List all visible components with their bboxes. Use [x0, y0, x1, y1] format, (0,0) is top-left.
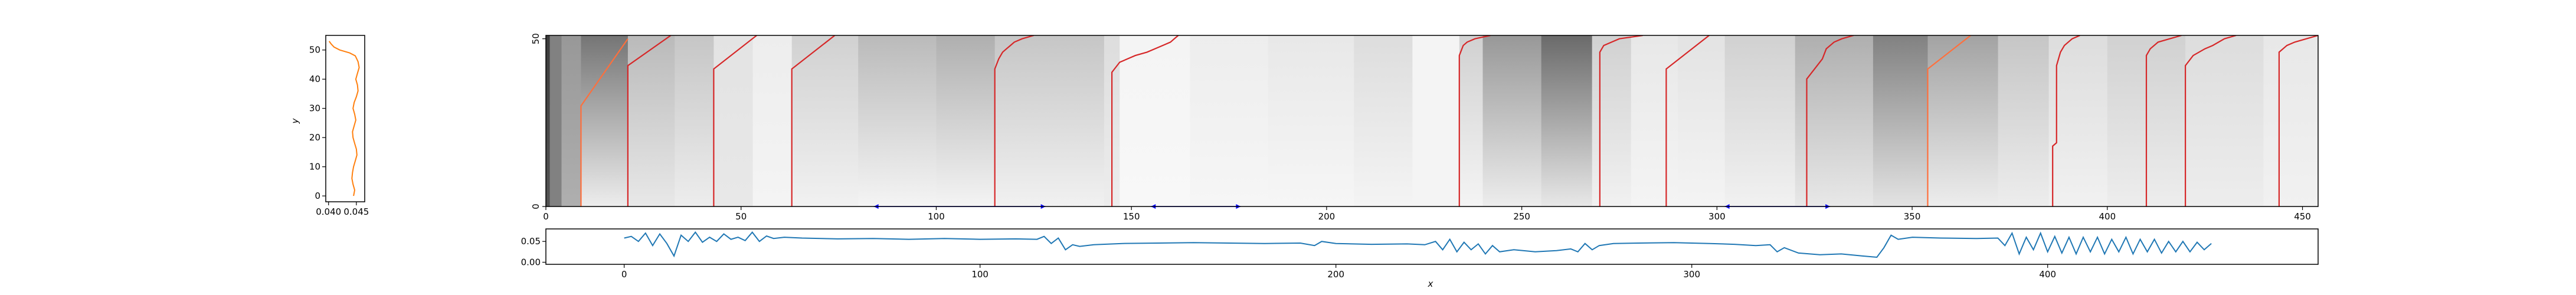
- heatmap-column: [1268, 35, 1354, 206]
- heatmap-y-tick-label: 50: [531, 33, 541, 44]
- heatmap-x-tick-label: 100: [928, 211, 945, 222]
- left-profile-line: [328, 41, 360, 196]
- heatmap-red-line: [2185, 35, 2237, 206]
- heatmap-red-lines: [580, 35, 2318, 206]
- heatmap-red-line: [1599, 35, 1643, 206]
- heatmap-column: [675, 35, 714, 206]
- heatmap-column: [1631, 35, 1678, 206]
- bottom-x-tick-label: 400: [2039, 269, 2056, 280]
- heatmap-red-line: [2278, 35, 2318, 206]
- heatmap-red-line: [791, 35, 836, 206]
- heatmap-column: [858, 35, 937, 206]
- left-x-tick-label: 0.045: [343, 206, 369, 217]
- heatmap-red-line: [1111, 35, 1179, 206]
- heatmap-column: [1541, 35, 1593, 206]
- left-x-ticks: 0.040 0.045: [316, 202, 369, 217]
- bottom-x-tick-label: 200: [1327, 269, 1344, 280]
- heatmap-x-tick-label: 250: [1513, 211, 1530, 222]
- heatmap-x-tick-label: 400: [2099, 211, 2116, 222]
- bottom-series-path: [624, 231, 2212, 258]
- heatmap-column: [1459, 35, 1483, 206]
- heatmap-column: [2185, 35, 2264, 206]
- bottom-frame: [545, 228, 2319, 265]
- left-y-tick-label: 30: [309, 103, 320, 114]
- left-y-tick-label: 50: [309, 45, 320, 55]
- heatmap-x-tick-label: 0: [543, 211, 549, 222]
- heatmap-red-line: [1927, 35, 1971, 206]
- heatmap-column: [2048, 35, 2108, 206]
- heatmap-column: [1190, 35, 1269, 206]
- heatmap-column: [1873, 35, 1928, 206]
- heatmap-column: [1482, 35, 1542, 206]
- left-y-tick-label: 0: [315, 191, 320, 201]
- heatmap-column: [1120, 35, 1190, 206]
- left-x-tick-label: 0.040: [316, 206, 341, 217]
- heatmap-red-line: [2052, 35, 2080, 206]
- heatmap-column: [1795, 35, 1874, 206]
- bottom-y-tick-label: 0.05: [521, 236, 541, 247]
- heatmap-x-tick-label: 150: [1123, 211, 1140, 222]
- left-y-tick-label: 20: [309, 132, 320, 143]
- bottom-x-axis-label: x: [1428, 278, 1433, 289]
- left-profile-frame: [325, 35, 365, 202]
- heatmap-x-tick-label: 450: [2294, 211, 2311, 222]
- heatmap-x-ticks: 0 50 100 150 200 250 300 350 400 450: [543, 206, 2311, 222]
- heatmap-columns: [546, 35, 2318, 206]
- left-profile-chart: 0 10 20 30 40 50 0.040 0.045 y: [290, 35, 369, 217]
- heatmap-column: [752, 35, 793, 206]
- heatmap-frame: [545, 35, 2319, 207]
- heatmap-red-line: [713, 35, 757, 206]
- bottom-series-line: [624, 231, 2212, 258]
- left-profile-series: [328, 41, 360, 196]
- bottom-y-ticks: 0.00 0.05: [521, 236, 546, 267]
- heatmap-column: [713, 35, 753, 206]
- left-y-tick-label: 10: [309, 162, 320, 172]
- bottom-y-tick-label: 0.00: [521, 257, 541, 267]
- heatmap-column: [1678, 35, 1726, 206]
- heatmap-x-tick-label: 350: [1904, 211, 1921, 222]
- heatmap-red-line: [627, 35, 672, 206]
- heatmap-chart: 0 50 0 50 100 150 200 250 300 350 400 450: [531, 33, 2319, 222]
- heatmap-column: [791, 35, 859, 206]
- heatmap-column: [1354, 35, 1413, 206]
- heatmap-red-line: [1806, 35, 1854, 206]
- heatmap-x-tick-label: 300: [1708, 211, 1726, 222]
- heatmap-column: [994, 35, 1105, 206]
- heatmap-red-line: [2145, 35, 2182, 206]
- heatmap-x-tick-label: 50: [735, 211, 747, 222]
- bottom-x-ticks: 0 100 200 300 400: [621, 264, 2056, 280]
- heatmap-column: [1592, 35, 1632, 206]
- heatmap-column: [936, 35, 996, 206]
- heatmap-red-line: [580, 38, 629, 206]
- heatmap-column: [549, 35, 562, 206]
- bottom-x-tick-label: 100: [971, 269, 988, 280]
- heatmap-x-tick-label: 200: [1318, 211, 1336, 222]
- heatmap-column: [1927, 35, 1999, 206]
- bottom-series-chart: 0.00 0.05 0 100 200 300 400 x: [521, 228, 2319, 289]
- heatmap-column: [581, 35, 629, 206]
- left-y-ticks: 0 10 20 30 40 50: [309, 45, 326, 201]
- heatmap-red-line: [1458, 35, 1491, 206]
- bottom-x-tick-label: 300: [1683, 269, 1700, 280]
- heatmap-column: [627, 35, 675, 206]
- left-y-tick-label: 40: [309, 74, 320, 84]
- heatmap-red-line: [994, 35, 1035, 206]
- heatmap-column: [2263, 35, 2318, 206]
- heatmap-y-ticks: 0 50: [531, 33, 546, 209]
- bottom-x-tick-label: 0: [621, 269, 627, 280]
- heatmap-column: [1724, 35, 1796, 206]
- heatmap-column: [561, 35, 582, 206]
- heatmap-column: [1412, 35, 1460, 206]
- heatmap-column: [1998, 35, 2050, 206]
- heatmap-red-line: [1665, 35, 1710, 206]
- heatmap-column: [546, 35, 551, 206]
- heatmap-y-tick-label: 0: [531, 204, 541, 209]
- left-y-axis-label: y: [290, 117, 300, 124]
